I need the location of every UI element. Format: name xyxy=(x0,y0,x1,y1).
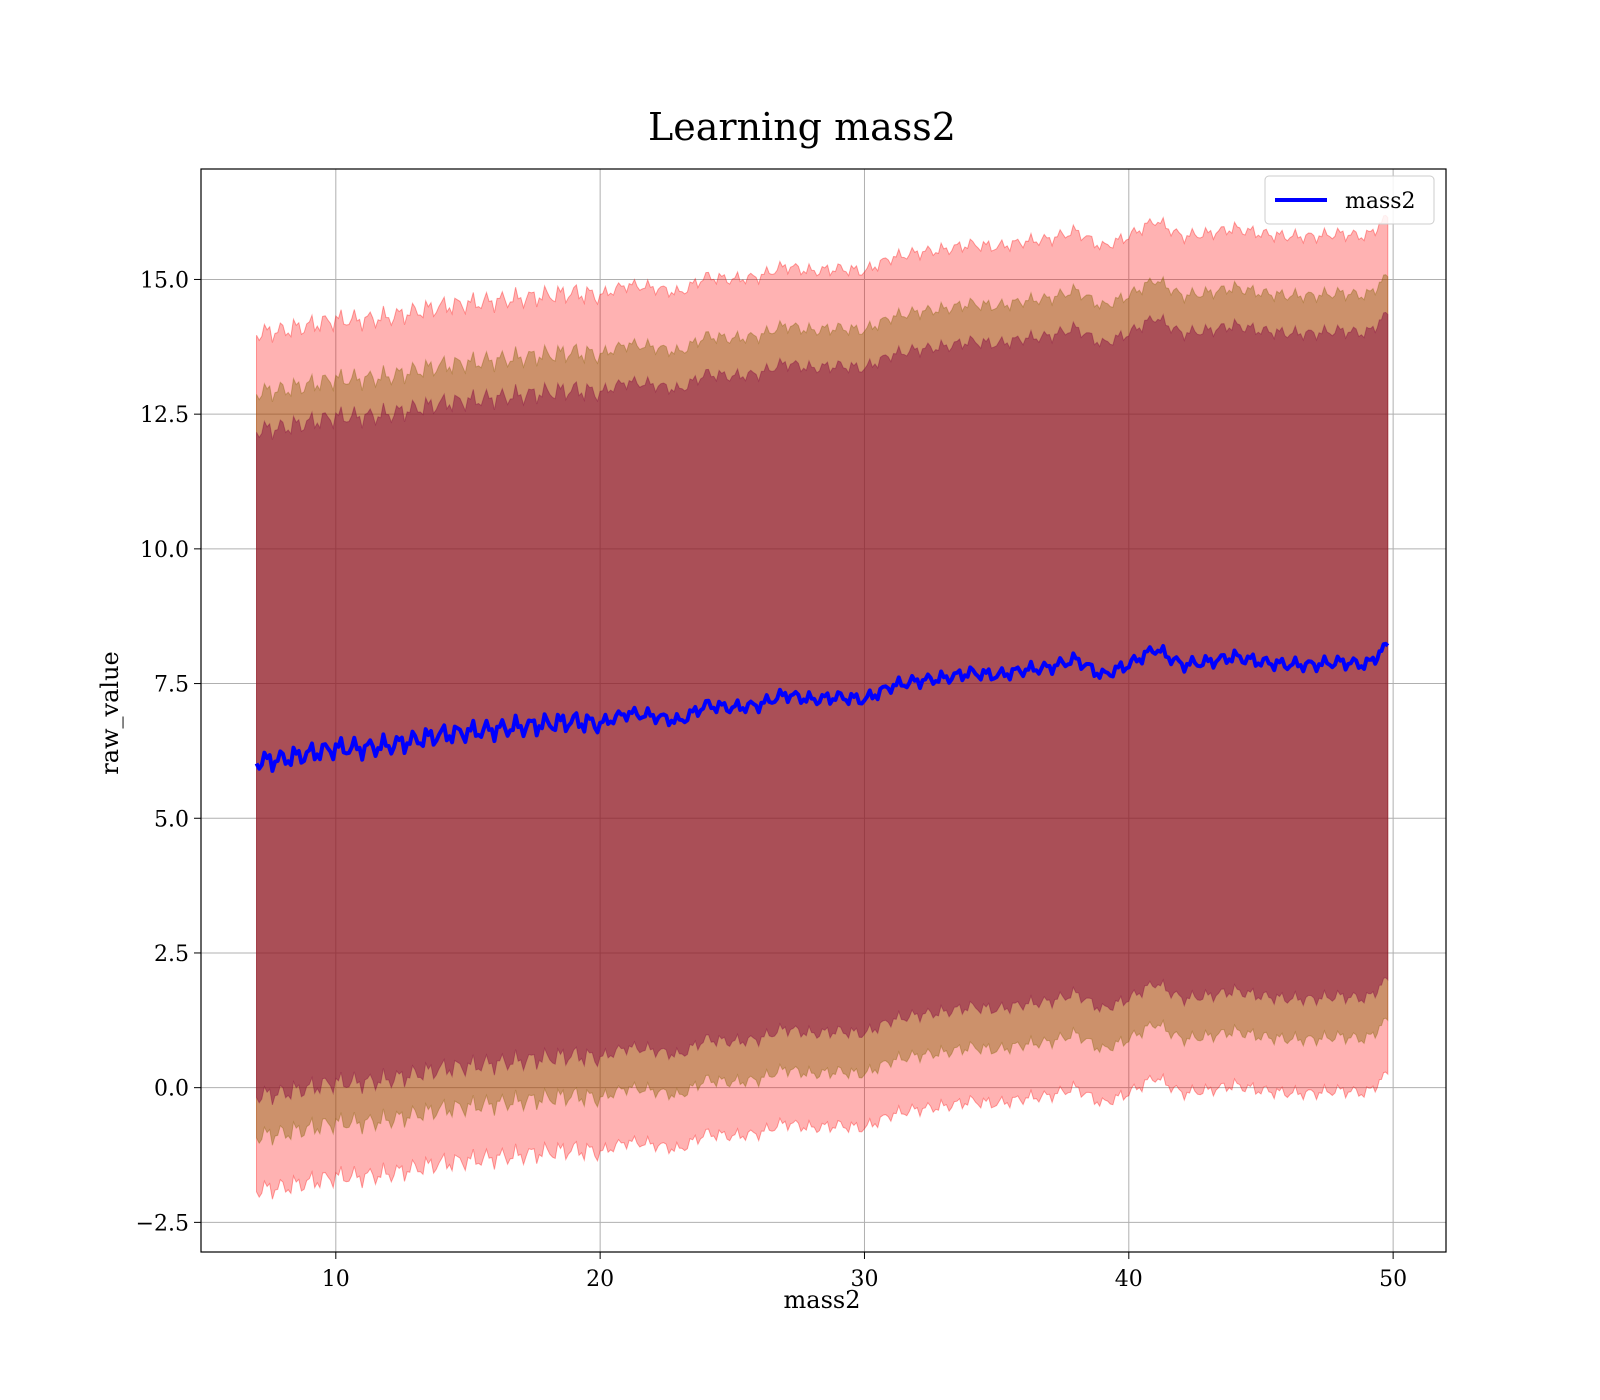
chart-title: Learning mass2 xyxy=(648,105,956,149)
plot-area xyxy=(200,168,1447,1253)
y-tick-label: 15.0 xyxy=(140,268,189,293)
x-tick-label: 20 xyxy=(586,1267,614,1292)
y-axis-ticks: −2.5 0.0 2.5 5.0 7.5 10.0 12.5 15.0 xyxy=(136,268,201,1236)
y-tick-label: −2.5 xyxy=(136,1211,189,1236)
x-axis-ticks: 10 20 30 40 50 xyxy=(322,1252,1407,1292)
y-tick-label: 5.0 xyxy=(154,807,189,832)
y-axis-label: raw_value xyxy=(96,651,124,775)
legend-box xyxy=(1264,175,1435,225)
series-lines xyxy=(254,641,1390,773)
y-tick-label: 2.5 xyxy=(154,942,189,967)
legend: mass2 xyxy=(1264,175,1435,225)
band-inner xyxy=(256,311,1389,1106)
legend-label-mass2: mass2 xyxy=(1345,189,1416,214)
x-tick-label: 10 xyxy=(322,1267,350,1292)
x-axis-label: mass2 xyxy=(784,1286,861,1314)
grid-lines xyxy=(201,169,1446,1252)
band-middle xyxy=(256,274,1389,1146)
y-tick-label: 12.5 xyxy=(140,403,189,428)
y-tick-label: 7.5 xyxy=(154,673,189,698)
y-tick-label: 10.0 xyxy=(140,538,189,563)
x-tick-label: 40 xyxy=(1115,1267,1143,1292)
band-outer xyxy=(256,214,1389,1200)
x-tick-label: 30 xyxy=(850,1267,878,1292)
confidence-bands xyxy=(256,214,1389,1200)
series-line-mass2 xyxy=(254,641,1390,773)
plot-frame xyxy=(200,168,1447,1253)
y-tick-label: 0.0 xyxy=(154,1077,189,1102)
x-tick-label: 50 xyxy=(1379,1267,1407,1292)
